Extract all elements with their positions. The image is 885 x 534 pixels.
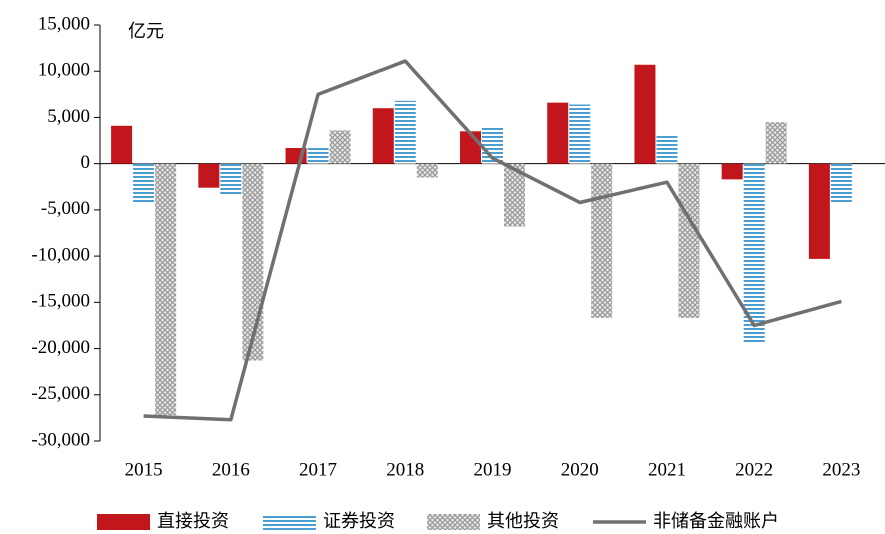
bar [394, 100, 416, 164]
bar [765, 122, 787, 164]
legend-swatch [263, 514, 316, 530]
x-tick-label: 2015 [125, 459, 163, 480]
y-tick-label: 0 [81, 152, 91, 173]
bar [133, 163, 155, 204]
y-tick-label: -5,000 [41, 198, 90, 219]
x-tick-label: 2021 [648, 459, 686, 480]
bar [547, 102, 569, 164]
y-tick-label: -25,000 [31, 383, 90, 404]
bar [329, 130, 351, 164]
bar [569, 104, 591, 164]
bar [111, 125, 133, 164]
bar [634, 64, 656, 164]
line [143, 59, 842, 422]
legend-label: 其他投资 [487, 511, 559, 532]
y-tick-label: 10,000 [38, 60, 90, 81]
y-tick-label: 15,000 [38, 13, 90, 34]
bar [591, 163, 613, 319]
bar [198, 163, 220, 188]
bar [372, 108, 394, 164]
legend-label: 非储备金融账户 [653, 511, 779, 532]
bar [721, 163, 743, 180]
bar [656, 135, 678, 164]
y-tick-label: -10,000 [31, 244, 90, 265]
x-tick-label: 2022 [735, 459, 773, 480]
bar [830, 163, 852, 204]
bar [504, 163, 525, 227]
x-tick-label: 2019 [474, 459, 512, 480]
legend-label: 直接投资 [157, 511, 229, 532]
legend-swatch [427, 514, 480, 530]
bar [416, 163, 438, 178]
y-tick-label: -20,000 [31, 337, 90, 358]
legend-swatch [97, 514, 150, 530]
x-tick-label: 2023 [822, 459, 860, 480]
x-tick-label: 2017 [299, 459, 337, 480]
unit-label: 亿元 [128, 21, 164, 42]
x-tick-label: 2020 [561, 459, 599, 480]
x-tick-label: 2016 [212, 459, 250, 480]
x-tick-label: 2018 [386, 459, 424, 480]
bar [743, 163, 765, 343]
y-tick-label: 5,000 [47, 106, 90, 127]
y-tick-label: -15,000 [31, 291, 90, 312]
bar [155, 163, 177, 416]
bar [220, 163, 242, 196]
bar [808, 163, 830, 259]
legend-label: 证券投资 [323, 511, 395, 532]
y-tick-label: -30,000 [31, 429, 90, 450]
bar [307, 147, 329, 164]
bar [678, 163, 700, 319]
